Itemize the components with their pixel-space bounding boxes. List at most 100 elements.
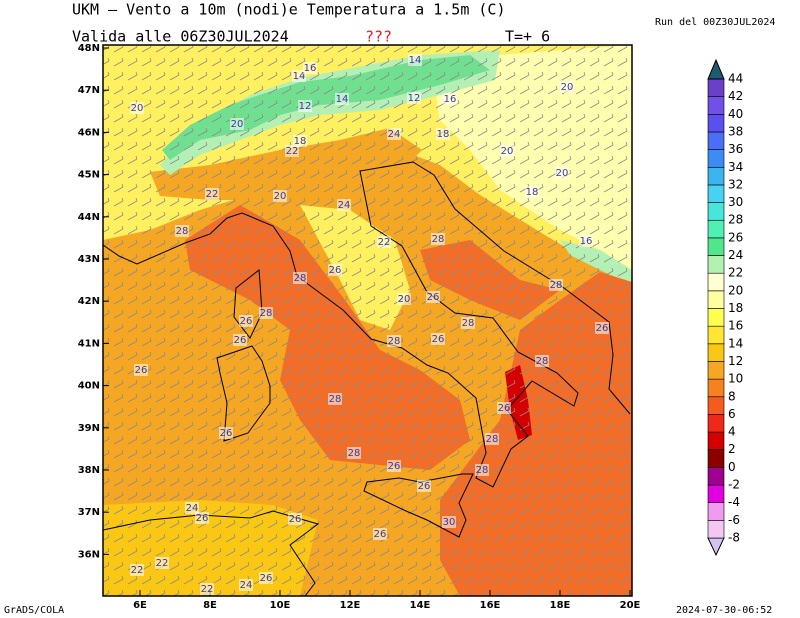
colorbar-box bbox=[707, 343, 725, 362]
colorbar-box bbox=[707, 131, 725, 150]
contour-label-bg bbox=[239, 579, 253, 591]
contour-label: 26 bbox=[135, 365, 148, 376]
colorbar-box bbox=[707, 149, 725, 168]
contour-label: 22 bbox=[378, 237, 391, 248]
coastline bbox=[233, 269, 263, 339]
contour-label-bg bbox=[525, 186, 539, 198]
colorbar-arrow bbox=[707, 537, 725, 557]
coastline bbox=[103, 161, 631, 488]
colorbar-box bbox=[707, 467, 725, 486]
colorbar-label: 44 bbox=[728, 72, 743, 86]
contour-label-bg bbox=[461, 317, 475, 329]
contour-label: 20 bbox=[561, 82, 574, 93]
colorbar-box bbox=[707, 255, 725, 274]
contour-label: 28 bbox=[294, 273, 307, 284]
colorbar-label: -8 bbox=[728, 531, 740, 545]
colorbar-label: 8 bbox=[728, 389, 736, 403]
contour-label: 18 bbox=[294, 136, 307, 147]
contour-label-bg bbox=[328, 393, 342, 405]
contour-label: 20 bbox=[231, 119, 244, 130]
valid-time: Valida alle 06Z30JUL2024 bbox=[72, 28, 289, 46]
contour-label: 26 bbox=[596, 323, 609, 334]
colorbar-box bbox=[707, 361, 725, 380]
contour-label-bg bbox=[335, 93, 349, 105]
colorbar-label: 0 bbox=[728, 460, 736, 474]
contour-label: 22 bbox=[206, 189, 219, 200]
contour-label: 28 bbox=[388, 336, 401, 347]
colorbar-label: 4 bbox=[728, 425, 736, 439]
colorbar-label: 24 bbox=[728, 248, 743, 262]
colorbar-label: 18 bbox=[728, 301, 743, 315]
contour-label: 20 bbox=[398, 294, 411, 305]
colorbar-box bbox=[707, 502, 725, 521]
contour-label: 14 bbox=[293, 71, 306, 82]
colorbar-box bbox=[707, 520, 725, 539]
contour-label-bg bbox=[397, 293, 411, 305]
contour-label-bg bbox=[387, 335, 401, 347]
colorbar-box bbox=[707, 414, 725, 433]
contour-label-bg bbox=[175, 225, 189, 237]
contour-label: 26 bbox=[240, 316, 253, 327]
flag: ??? bbox=[365, 28, 392, 46]
lon-label: 8E bbox=[203, 600, 217, 611]
footer-right: 2024-07-30-06:52 bbox=[676, 605, 772, 616]
colorbar-box bbox=[707, 484, 725, 503]
contour-label: 28 bbox=[176, 226, 189, 237]
colorbar-label: 14 bbox=[728, 336, 743, 350]
contour-label: 26 bbox=[388, 461, 401, 472]
contour-label: 26 bbox=[329, 265, 342, 276]
contour-label: 20 bbox=[131, 103, 144, 114]
contour-label-bg bbox=[134, 364, 148, 376]
colorbar-label: 40 bbox=[728, 107, 743, 121]
colorbar-label: 16 bbox=[728, 319, 743, 333]
lon-label: 14E bbox=[410, 600, 431, 611]
contour-label: 26 bbox=[418, 481, 431, 492]
contour-label: 20 bbox=[556, 168, 569, 179]
contour-label: 26 bbox=[498, 403, 511, 414]
contour-label-bg bbox=[426, 291, 440, 303]
colorbar-label: 42 bbox=[728, 89, 743, 103]
contour-label-bg bbox=[417, 480, 431, 492]
contour-label-bg bbox=[303, 62, 317, 74]
colorbar-box bbox=[707, 290, 725, 309]
contour-label-bg bbox=[387, 128, 401, 140]
contour-label-bg bbox=[595, 322, 609, 334]
colorbar-label: 30 bbox=[728, 195, 743, 209]
contour-label-bg bbox=[407, 92, 421, 104]
colorbar-label: 6 bbox=[728, 407, 736, 421]
colorbar-label: -4 bbox=[728, 495, 740, 509]
contour-label: 18 bbox=[526, 187, 539, 198]
colorbar-box bbox=[707, 202, 725, 221]
contour-label-bg bbox=[273, 190, 287, 202]
contour-label-bg bbox=[535, 355, 549, 367]
contour-label-bg bbox=[233, 334, 247, 346]
contour-label: 20 bbox=[274, 191, 287, 202]
colorbar-arrow bbox=[707, 58, 725, 80]
contour-label-bg bbox=[155, 557, 169, 569]
contour-label: 30 bbox=[443, 517, 456, 528]
contour-label-bg bbox=[219, 427, 233, 439]
contour-label-bg bbox=[373, 528, 387, 540]
contour-label-bg bbox=[337, 199, 351, 211]
lat-label: 36N bbox=[78, 549, 100, 560]
contour-label-bg bbox=[436, 128, 450, 140]
contour-label-bg bbox=[408, 54, 422, 66]
contour-label: 22 bbox=[201, 584, 214, 595]
colorbar-label: -6 bbox=[728, 513, 740, 527]
lat-label: 39N bbox=[78, 423, 100, 434]
contour-label: 22 bbox=[156, 558, 169, 569]
contour-label: 18 bbox=[437, 129, 450, 140]
contour-label-bg bbox=[259, 572, 273, 584]
contour-label: 16 bbox=[580, 236, 593, 247]
lon-label: 16E bbox=[480, 600, 501, 611]
lat-label: 37N bbox=[78, 507, 100, 518]
colorbar-label: 12 bbox=[728, 354, 743, 368]
contour-label-bg bbox=[347, 447, 361, 459]
colorbar-label: 2 bbox=[728, 442, 736, 456]
contour-label: 20 bbox=[501, 146, 514, 157]
colorbar-box bbox=[707, 396, 725, 415]
colorbar-label: 34 bbox=[728, 160, 743, 174]
lon-label: 10E bbox=[270, 600, 291, 611]
contour-label-bg bbox=[259, 307, 273, 319]
